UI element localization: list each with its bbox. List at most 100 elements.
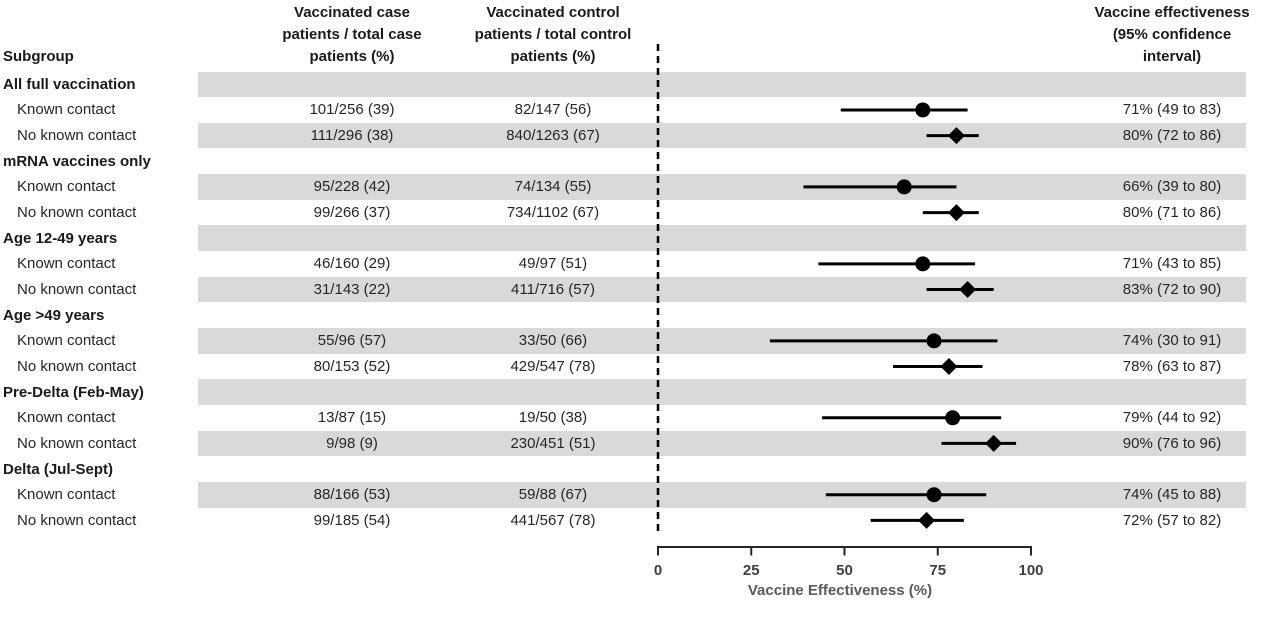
subgroup-heading: All full vaccination: [3, 75, 136, 93]
control-column-header: Vaccinated control patients / total cont…: [433, 2, 673, 68]
ve-value: 90% (76 to 96): [1122, 434, 1222, 452]
table-row: No known contact 99/266 (37) 734/1102 (67)…: [0, 200, 1280, 226]
case-value: 9/98 (9): [326, 434, 378, 452]
row-band: [198, 174, 1246, 200]
subgroup-label: Known contact: [17, 255, 116, 273]
group-row: Delta (Jul-Sept): [0, 456, 1280, 482]
row-band: [198, 328, 1246, 354]
control-value: 411/716 (57): [511, 281, 595, 298]
control-value: 429/547 (78): [510, 357, 596, 375]
ve-column-header-line: (95% confidence: [1112, 26, 1232, 43]
case-value: 101/256 (39): [309, 101, 395, 119]
group-row: Pre-Delta (Feb-May): [0, 379, 1280, 405]
control-column-header-line: patients (%): [510, 48, 596, 65]
table-row: No known contact 9/98 (9) 230/451 (51) 90% …: [0, 430, 1280, 457]
subgroup-label: No known contact: [17, 434, 137, 452]
group-row: mRNA vaccines only: [0, 148, 1280, 174]
control-value: 840/1263 (67): [506, 127, 600, 145]
x-tick-label: 25: [743, 562, 760, 579]
case-value: 88/166 (53): [313, 486, 391, 504]
subgroup-label: No known contact: [17, 357, 137, 375]
ve-value: 83% (72 to 90): [1122, 281, 1222, 298]
control-value: 230/451 (51): [510, 434, 596, 452]
control-value: 49/97 (51): [518, 255, 588, 273]
ve-column-header-line: Vaccine effectiveness: [1094, 4, 1250, 21]
subgroup-label: No known contact: [17, 281, 137, 298]
subgroup-heading: mRNA vaccines only: [3, 152, 151, 170]
case-value: 99/266 (37): [313, 204, 391, 222]
subgroup-label: Known contact: [17, 486, 116, 504]
ve-value: 74% (45 to 88): [1122, 486, 1222, 504]
case-value: 46/160 (29): [313, 255, 391, 273]
case-column-header-line: patients / total case: [282, 26, 422, 43]
ve-value: 71% (49 to 83): [1122, 101, 1222, 119]
ve-value: 78% (63 to 87): [1122, 357, 1222, 375]
case-value: 55/96 (57): [317, 332, 387, 350]
case-column-header-line: patients (%): [309, 48, 395, 65]
table-row: No known contact 80/153 (52) 429/547 (78) 7…: [0, 354, 1280, 380]
ve-column-header: Vaccine effectiveness (95% confidence in…: [1052, 2, 1280, 68]
subgroup-column-header: Subgroup: [3, 48, 74, 65]
row-band: [198, 225, 1246, 252]
group-row: All full vaccination: [0, 71, 1280, 98]
case-value: 80/153 (52): [313, 357, 391, 375]
table-row: No known contact 99/185 (54) 441/567 (78) 7…: [0, 508, 1280, 534]
case-value: 99/185 (54): [313, 511, 391, 529]
ve-value: 80% (72 to 86): [1122, 127, 1222, 145]
subgroup-label: Known contact: [17, 409, 116, 427]
control-column-header-line: Vaccinated control: [486, 4, 620, 21]
control-value: 441/567 (78): [510, 511, 596, 529]
ve-column-header-line: interval): [1142, 48, 1202, 65]
row-band: [198, 481, 1246, 508]
control-value: 19/50 (38): [518, 409, 588, 427]
case-value: 13/87 (15): [317, 409, 387, 427]
x-tick-label: 50: [836, 562, 853, 579]
ve-value: 79% (44 to 92): [1122, 409, 1222, 427]
row-band: [198, 430, 1246, 457]
subgroup-label: No known contact: [17, 511, 137, 529]
table-row: Known contact 55/96 (57) 33/50 (66) 74% (30…: [0, 328, 1280, 354]
table-row: Known contact 88/166 (53) 59/88 (67) 74% (4…: [0, 481, 1280, 508]
table-row: Known contact 13/87 (15) 19/50 (38) 79% (44…: [0, 405, 1280, 431]
ve-value: 66% (39 to 80): [1122, 178, 1222, 196]
group-row: Age 12-49 years: [0, 225, 1280, 252]
row-band: [198, 122, 1246, 149]
ve-value: 80% (71 to 86): [1122, 204, 1222, 222]
subgroup-label: No known contact: [17, 127, 137, 145]
table-row: No known contact 111/296 (38) 840/1263 (67…: [0, 122, 1280, 149]
subgroup-label: Known contact: [17, 178, 116, 196]
control-value: 59/88 (67): [518, 486, 588, 504]
x-axis-title: Vaccine Effectiveness (%): [747, 582, 933, 599]
case-value: 31/143 (22): [313, 281, 391, 298]
row-band: [198, 276, 1246, 303]
x-tick-label: 0: [654, 562, 662, 579]
ve-value: 71% (43 to 85): [1122, 255, 1222, 273]
case-value: 111/296 (38): [310, 127, 394, 145]
table-row: Known contact 95/228 (42) 74/134 (55) 66% (…: [0, 174, 1280, 200]
control-column-header-line: patients / total control: [474, 26, 632, 43]
row-band: [198, 379, 1246, 405]
subgroup-heading: Age 12-49 years: [3, 229, 118, 247]
case-column-header-line: Vaccinated case: [294, 4, 410, 21]
subgroup-label: Known contact: [17, 332, 116, 350]
x-tick-label: 100: [1018, 562, 1043, 579]
ve-value: 74% (30 to 91): [1122, 332, 1222, 350]
subgroup-label: No known contact: [17, 204, 137, 222]
control-value: 734/1102 (67): [506, 204, 600, 222]
subgroup-heading: Age >49 years: [3, 306, 105, 324]
control-value: 74/134 (55): [514, 178, 592, 196]
case-value: 95/228 (42): [313, 178, 391, 196]
x-tick-label: 75: [929, 562, 946, 579]
control-value: 82/147 (56): [514, 101, 592, 119]
subgroup-heading: Pre-Delta (Feb-May): [3, 383, 144, 401]
table-row: No known contact 31/143 (22) 411/716 (57) 8…: [0, 276, 1280, 303]
table-row: Known contact 46/160 (29) 49/97 (51) 71% (4…: [0, 251, 1280, 277]
row-band: [198, 71, 1246, 98]
case-column-header: Vaccinated case patients / total case pa…: [252, 2, 452, 68]
ve-value: 72% (57 to 82): [1122, 511, 1222, 529]
subgroup-heading: Delta (Jul-Sept): [3, 460, 114, 478]
subgroup-label: Known contact: [17, 101, 116, 119]
table-row: Known contact 101/256 (39) 82/147 (56) 71% …: [0, 97, 1280, 123]
group-row: Age >49 years: [0, 302, 1280, 328]
